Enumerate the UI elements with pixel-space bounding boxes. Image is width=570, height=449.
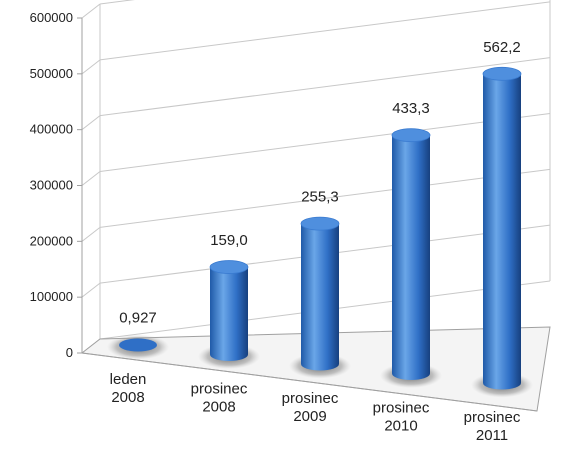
y-tick-label: 300000 [30,178,73,193]
gridline-side [81,226,101,242]
x-tick-label: leden [110,371,147,388]
y-tick-label: 0 [66,345,73,360]
y-tick-label: 500000 [30,66,73,81]
bar [301,223,339,371]
gridline [99,0,135,5]
x-tick-label: prosinec [191,381,248,398]
y-tick-label: 400000 [30,122,73,137]
gridline-side [81,3,101,19]
gridline-side [81,115,101,131]
gridline [99,1,551,61]
gridline [99,113,551,172]
y-tick-label: 100000 [30,289,73,304]
y-tick-label: 200000 [30,233,73,248]
data-label: 433,3 [392,100,430,117]
gridline-side [81,282,101,298]
x-tick-label: prosinec [373,400,430,417]
bar [210,267,248,361]
bar-top [300,216,340,231]
gridline [99,168,551,228]
gridline-side [81,171,101,186]
bar-top [209,260,249,274]
bar [483,73,521,390]
x-tick-label: 2008 [111,389,144,406]
y-axis: 0 100000 200000 300000 400000 500000 600000 [30,10,83,360]
gridlines [81,0,551,354]
x-tick-label: 2010 [384,418,417,435]
bar-top [391,128,431,143]
bar-top [482,66,522,81]
x-tick-label: 2011 [476,427,508,444]
data-label: 255,3 [301,189,339,206]
x-axis-line [81,352,538,412]
bar [392,135,430,380]
x-tick-label: 2009 [293,408,326,425]
data-label: 0,927 [119,309,157,326]
gridline-side [81,59,101,75]
x-tick-label: prosinec [282,390,339,407]
data-label: 562,2 [483,39,521,56]
y-tick-label: 600000 [30,10,73,25]
bars [107,66,533,398]
data-labels: 0,927 159,0 255,3 433,3 562,2 [119,39,521,327]
bar [119,338,157,352]
x-tick-label: prosinec [464,409,521,426]
data-label: 159,0 [210,232,248,249]
x-tick-label: 2008 [202,399,235,416]
gridline [99,57,551,117]
